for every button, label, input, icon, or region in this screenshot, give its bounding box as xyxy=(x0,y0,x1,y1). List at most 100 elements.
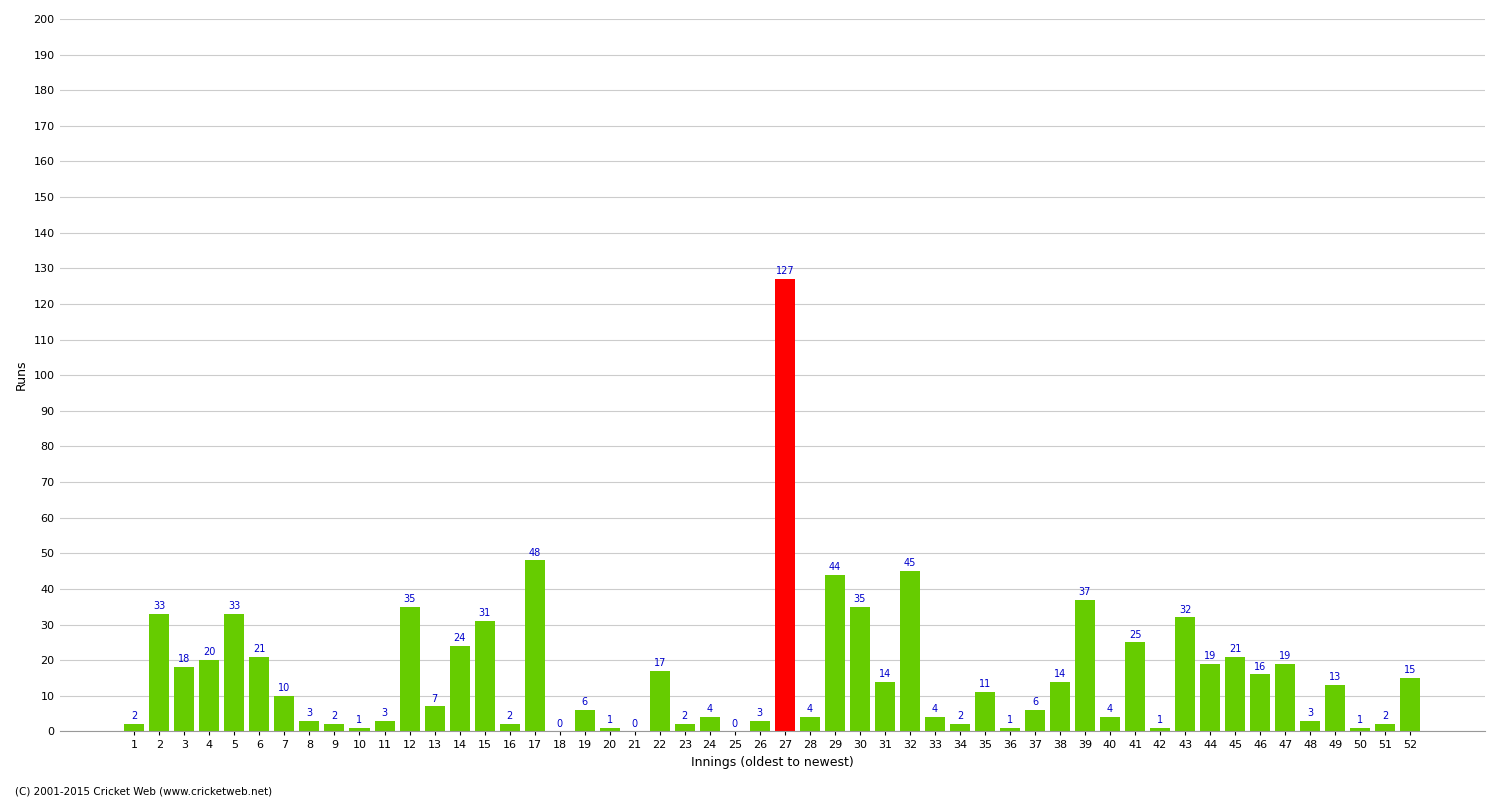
Bar xyxy=(776,279,795,731)
Text: 48: 48 xyxy=(528,547,540,558)
Bar xyxy=(150,614,170,731)
Text: 15: 15 xyxy=(1404,665,1416,675)
Text: 35: 35 xyxy=(853,594,865,604)
Text: 21: 21 xyxy=(1228,644,1242,654)
Bar xyxy=(950,724,970,731)
Bar xyxy=(675,724,694,731)
Text: 33: 33 xyxy=(153,601,165,611)
Text: 20: 20 xyxy=(202,647,216,658)
Bar xyxy=(600,728,619,731)
Bar xyxy=(450,646,470,731)
Bar xyxy=(500,724,519,731)
X-axis label: Innings (oldest to newest): Innings (oldest to newest) xyxy=(692,756,853,769)
Text: 2: 2 xyxy=(957,711,963,722)
Bar xyxy=(1100,717,1120,731)
Bar xyxy=(975,692,994,731)
Text: 3: 3 xyxy=(306,708,312,718)
Bar xyxy=(825,574,844,731)
Text: 4: 4 xyxy=(932,704,938,714)
Text: 3: 3 xyxy=(381,708,387,718)
Bar xyxy=(574,710,594,731)
Text: 6: 6 xyxy=(1032,697,1038,707)
Text: 2: 2 xyxy=(507,711,513,722)
Bar xyxy=(1125,642,1144,731)
Bar xyxy=(174,667,195,731)
Text: 1: 1 xyxy=(1007,715,1013,725)
Text: 14: 14 xyxy=(1054,669,1066,678)
Text: 35: 35 xyxy=(404,594,416,604)
Text: 0: 0 xyxy=(732,718,738,729)
Text: 1: 1 xyxy=(1358,715,1364,725)
Text: 10: 10 xyxy=(279,683,291,693)
Text: 4: 4 xyxy=(1107,704,1113,714)
Bar xyxy=(1226,657,1245,731)
Text: 2: 2 xyxy=(130,711,138,722)
Bar xyxy=(1324,685,1346,731)
Text: 19: 19 xyxy=(1204,651,1216,661)
Bar xyxy=(1275,664,1294,731)
Text: 37: 37 xyxy=(1078,586,1090,597)
Text: 127: 127 xyxy=(776,266,794,276)
Bar xyxy=(1300,721,1320,731)
Text: 21: 21 xyxy=(254,644,266,654)
Text: 3: 3 xyxy=(756,708,764,718)
Bar xyxy=(1350,728,1370,731)
Bar xyxy=(324,724,345,731)
Text: 44: 44 xyxy=(828,562,842,572)
Text: 4: 4 xyxy=(807,704,813,714)
Text: 7: 7 xyxy=(432,694,438,704)
Bar xyxy=(375,721,394,731)
Bar xyxy=(200,660,219,731)
Text: 18: 18 xyxy=(178,654,190,665)
Text: 2: 2 xyxy=(681,711,688,722)
Bar xyxy=(399,606,420,731)
Bar xyxy=(1400,678,1420,731)
Bar xyxy=(1250,674,1270,731)
Text: 19: 19 xyxy=(1280,651,1292,661)
Text: 6: 6 xyxy=(582,697,588,707)
Bar xyxy=(650,671,669,731)
Bar xyxy=(874,682,896,731)
Text: 4: 4 xyxy=(706,704,712,714)
Text: 2: 2 xyxy=(332,711,338,722)
Bar xyxy=(1000,728,1020,731)
Bar xyxy=(424,706,444,731)
Bar xyxy=(1376,724,1395,731)
Bar xyxy=(1024,710,1045,731)
Bar xyxy=(1050,682,1070,731)
Text: 1: 1 xyxy=(357,715,363,725)
Bar xyxy=(1200,664,1219,731)
Bar xyxy=(1076,600,1095,731)
Text: 16: 16 xyxy=(1254,662,1266,671)
Text: 0: 0 xyxy=(556,718,562,729)
Text: 31: 31 xyxy=(478,608,490,618)
Text: 33: 33 xyxy=(228,601,240,611)
Text: 17: 17 xyxy=(654,658,666,668)
Bar xyxy=(1174,618,1196,731)
Text: 13: 13 xyxy=(1329,672,1341,682)
Bar xyxy=(699,717,720,731)
Text: 24: 24 xyxy=(453,633,465,643)
Bar xyxy=(225,614,245,731)
Text: 25: 25 xyxy=(1130,630,1142,639)
Text: 32: 32 xyxy=(1179,605,1191,614)
Bar xyxy=(350,728,369,731)
Text: 45: 45 xyxy=(903,558,916,568)
Text: 1: 1 xyxy=(606,715,612,725)
Text: 14: 14 xyxy=(879,669,891,678)
Bar xyxy=(249,657,270,731)
Bar xyxy=(800,717,820,731)
Bar xyxy=(124,724,144,731)
Y-axis label: Runs: Runs xyxy=(15,360,28,390)
Bar xyxy=(300,721,320,731)
Text: 1: 1 xyxy=(1156,715,1162,725)
Bar xyxy=(900,571,920,731)
Bar xyxy=(850,606,870,731)
Bar xyxy=(474,621,495,731)
Bar xyxy=(750,721,770,731)
Text: 11: 11 xyxy=(980,679,992,690)
Bar xyxy=(926,717,945,731)
Bar xyxy=(525,561,544,731)
Text: 3: 3 xyxy=(1306,708,1312,718)
Text: (C) 2001-2015 Cricket Web (www.cricketweb.net): (C) 2001-2015 Cricket Web (www.cricketwe… xyxy=(15,786,272,796)
